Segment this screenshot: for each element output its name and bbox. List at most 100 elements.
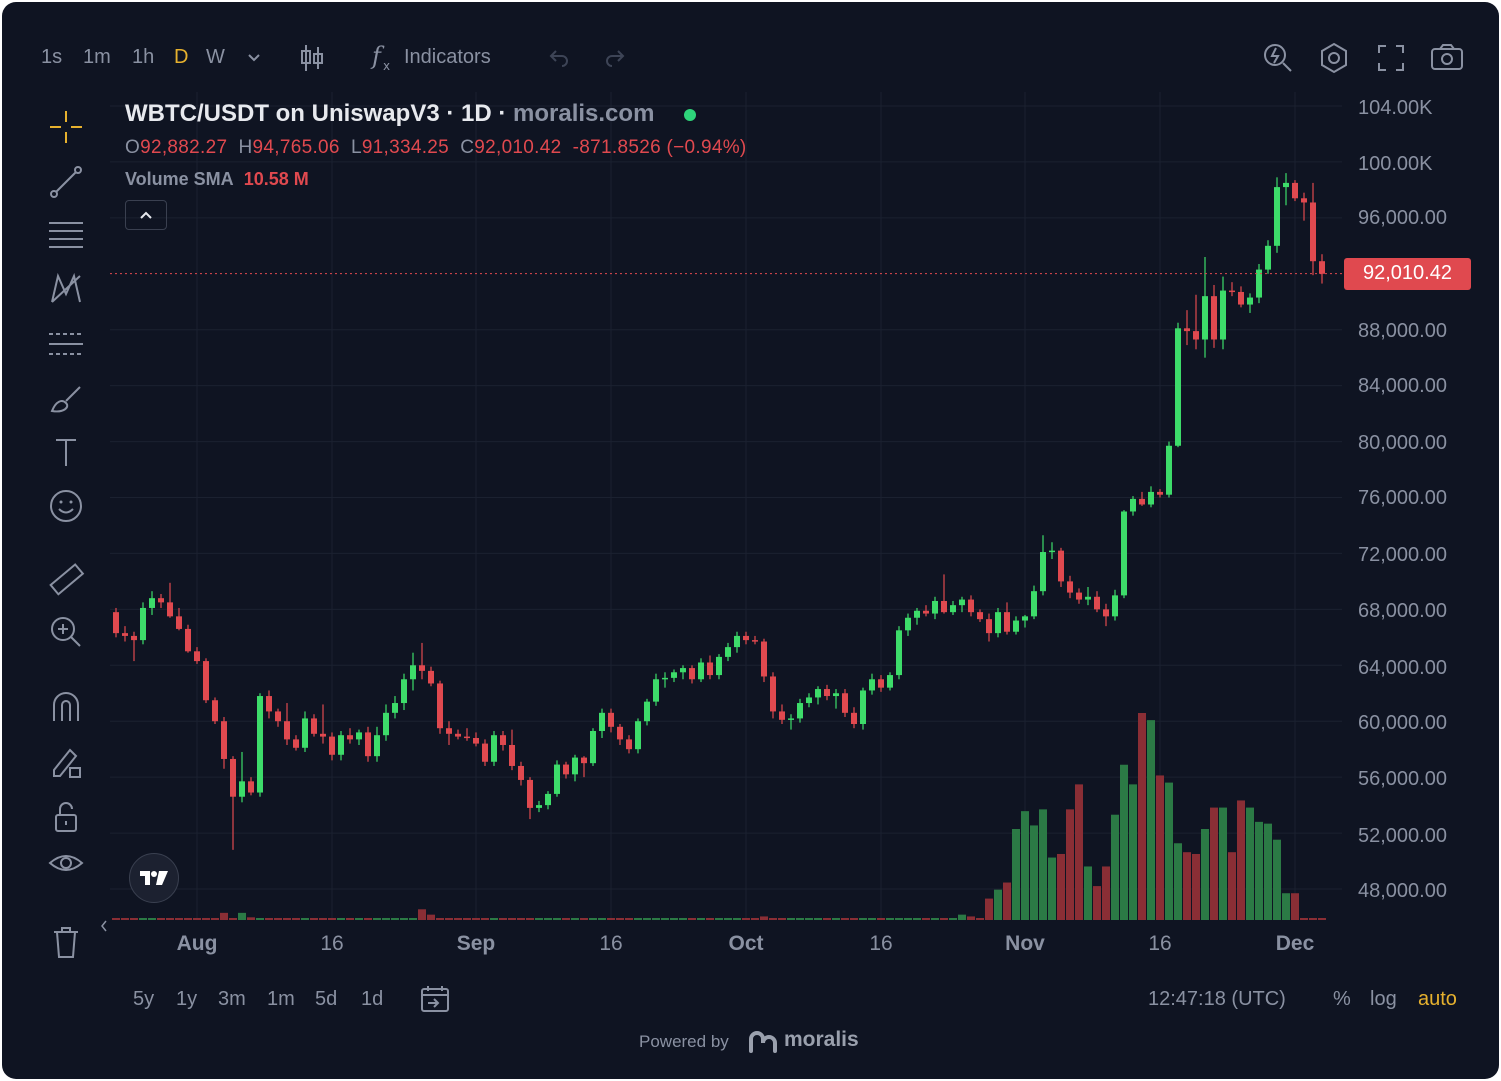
candle-body bbox=[761, 641, 767, 677]
text-icon[interactable] bbox=[46, 432, 86, 472]
candle-body bbox=[131, 635, 137, 641]
pattern-icon[interactable] bbox=[46, 268, 86, 308]
time-tick-label: 16 bbox=[869, 932, 893, 955]
candle-body bbox=[995, 612, 1001, 634]
trend-line-icon[interactable] bbox=[46, 162, 86, 202]
candle-body bbox=[581, 757, 587, 764]
range-1d[interactable]: 1d bbox=[361, 988, 384, 1010]
volume-bar bbox=[688, 918, 696, 920]
candle-body bbox=[176, 616, 182, 629]
volume-bar bbox=[1003, 882, 1011, 920]
fib-retracement-icon[interactable] bbox=[46, 215, 86, 255]
volume-bar bbox=[607, 918, 615, 920]
moralis-brand[interactable]: moralis bbox=[784, 1028, 859, 1051]
auto-scale-toggle[interactable]: auto bbox=[1418, 988, 1457, 1010]
price-tick-label: 104.00K bbox=[1358, 97, 1433, 119]
eye-icon[interactable] bbox=[46, 845, 86, 885]
range-1y[interactable]: 1y bbox=[176, 988, 198, 1010]
prediction-icon[interactable] bbox=[46, 324, 86, 364]
interval-1h[interactable]: 1h bbox=[132, 46, 155, 68]
candle-body bbox=[833, 693, 839, 697]
candle-body bbox=[473, 737, 479, 744]
utc-clock[interactable]: 12:47:18 (UTC) bbox=[1148, 988, 1286, 1010]
candle-body bbox=[365, 732, 371, 757]
powered-by-label: Powered by bbox=[639, 1032, 729, 1051]
volume-bar bbox=[391, 918, 399, 920]
tradingview-logo[interactable] bbox=[129, 853, 179, 903]
interval-1s[interactable]: 1s bbox=[41, 46, 63, 68]
candle-body bbox=[770, 676, 776, 712]
volume-bar bbox=[625, 918, 633, 920]
collapse-toolbar-chevron-icon[interactable] bbox=[99, 918, 109, 939]
crosshair-icon[interactable] bbox=[46, 107, 86, 147]
volume-bar bbox=[1228, 852, 1236, 920]
volume-bar bbox=[166, 918, 174, 920]
chevron-down-icon[interactable] bbox=[246, 49, 262, 70]
candle-body bbox=[680, 668, 686, 673]
candle-body bbox=[113, 612, 119, 634]
candle-body bbox=[878, 679, 884, 688]
go-to-date-icon[interactable] bbox=[420, 984, 450, 1019]
undo-icon[interactable] bbox=[548, 48, 570, 73]
emoji-icon[interactable] bbox=[46, 486, 86, 526]
volume-bar bbox=[481, 918, 489, 920]
range-5y[interactable]: 5y bbox=[133, 988, 155, 1010]
quick-search-icon[interactable] bbox=[1262, 42, 1294, 79]
interval-w[interactable]: W bbox=[206, 46, 225, 68]
candle-body bbox=[500, 735, 506, 745]
collapse-legend-button[interactable] bbox=[125, 200, 167, 230]
volume-bar bbox=[346, 918, 354, 920]
volume-bar bbox=[850, 918, 858, 920]
fullscreen-icon[interactable] bbox=[1377, 44, 1405, 77]
magnet-icon[interactable] bbox=[46, 687, 86, 727]
volume-legend: Volume SMA 10.58 M bbox=[125, 169, 309, 189]
volume-bar bbox=[319, 918, 327, 920]
time-tick-label: 16 bbox=[599, 932, 623, 955]
change-value: -871.8526 (−0.94%) bbox=[572, 137, 747, 158]
candle-body bbox=[419, 665, 425, 671]
interval-d[interactable]: D bbox=[174, 46, 189, 68]
trash-icon[interactable] bbox=[46, 922, 86, 962]
interval-1m[interactable]: 1m bbox=[83, 46, 111, 68]
redo-icon[interactable] bbox=[604, 48, 626, 73]
brush-icon[interactable] bbox=[46, 379, 86, 419]
price-tick-label: 96,000.00 bbox=[1358, 207, 1447, 229]
candle-body bbox=[284, 721, 290, 740]
candle-body bbox=[824, 689, 830, 697]
candle-body bbox=[1184, 328, 1190, 332]
candle-body bbox=[1031, 591, 1037, 617]
volume-bar bbox=[1057, 853, 1065, 920]
settings-icon[interactable] bbox=[1318, 42, 1350, 79]
volume-bar bbox=[616, 918, 624, 920]
range-3m[interactable]: 3m bbox=[218, 988, 246, 1010]
range-5d[interactable]: 5d bbox=[315, 988, 338, 1010]
lock-drawings-icon[interactable] bbox=[46, 742, 86, 782]
range-1m[interactable]: 1m bbox=[267, 988, 295, 1010]
log-scale-toggle[interactable]: log bbox=[1370, 988, 1397, 1010]
candle-body bbox=[311, 718, 317, 734]
candles-icon[interactable] bbox=[300, 43, 324, 78]
ruler-icon[interactable] bbox=[46, 560, 86, 600]
candle-body bbox=[329, 736, 335, 755]
zoom-in-icon[interactable] bbox=[46, 612, 86, 652]
moralis-logo-icon bbox=[747, 1029, 781, 1060]
volume-bar bbox=[1300, 918, 1308, 920]
time-tick-label: Oct bbox=[728, 932, 764, 955]
unlock-icon[interactable] bbox=[46, 797, 86, 837]
candle-body bbox=[617, 726, 623, 740]
candle-body bbox=[635, 721, 641, 750]
candle-body bbox=[1103, 609, 1109, 617]
candle-body bbox=[1319, 261, 1325, 274]
percent-scale-toggle[interactable]: % bbox=[1333, 988, 1351, 1010]
candle-body bbox=[797, 703, 803, 719]
volume-bar bbox=[139, 918, 147, 920]
volume-bar bbox=[814, 918, 822, 920]
candle-body bbox=[275, 711, 281, 722]
candle-body bbox=[1004, 612, 1010, 632]
camera-icon[interactable] bbox=[1430, 43, 1464, 76]
volume-bar bbox=[1012, 828, 1020, 920]
volume-bar bbox=[229, 918, 237, 920]
